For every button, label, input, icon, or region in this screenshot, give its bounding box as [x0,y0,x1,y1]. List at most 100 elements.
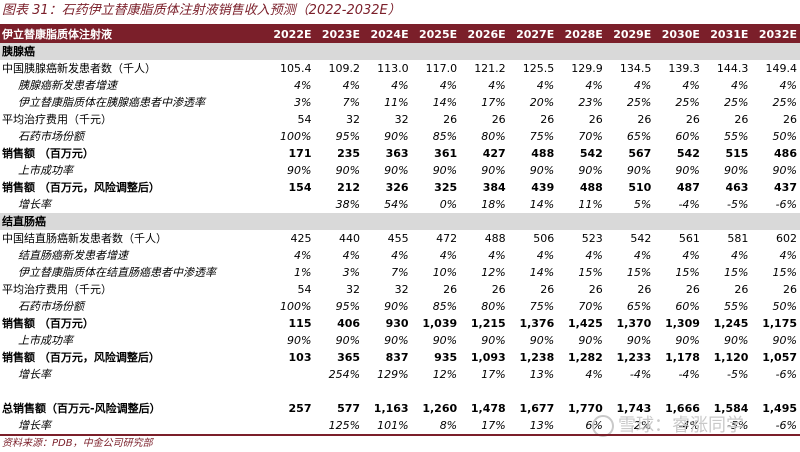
value-cell: 542 [579,147,603,160]
value-cell: 3% [294,96,312,109]
value-cell: 90% [772,164,797,177]
value-cell: 542 [676,147,700,160]
total-rows: 总销售额（百万元-风险调整后） 257 577 1,163 1,260 1,478 1,67… [0,400,800,434]
value-cell: 602 [776,232,797,245]
value-cell: 25% [626,96,652,109]
value-cell: 15% [578,266,603,279]
value-cell: 4% [730,249,749,262]
table-row: 上市成功率 90% 90% 90% 90% 90% 90% 90% 90% 90% 90% 90% [0,162,800,179]
value-cell: 4% [294,79,312,92]
row-label: 中国结直肠癌新发患者数（千人） [2,232,167,245]
value-cell: 542 [630,232,652,245]
value-cell: 26 [734,283,749,296]
table-row: 胰腺癌新发患者增速 4% 4% 4% 4% 4% 4% 4% 4% 4% 4% 4% [0,77,800,94]
table-row: 伊立替康脂质体在胰腺癌患者中渗透率 3% 7% 11% 14% 17% 20% 23% 25% 2… [0,94,800,111]
value-cell: 149.4 [765,62,798,75]
value-cell: 463 [725,181,749,194]
value-cell: 38% [335,198,361,211]
value-cell: 4% [779,249,797,262]
value-cell: 90% [481,164,506,177]
table-row: 平均治疗费用（千元） 54 32 32 26 26 26 26 26 26 26 26 [0,111,800,128]
row-label: 销售额 （百万元） [2,317,94,330]
value-cell: 1,743 [616,402,652,415]
row-label: 石药市场份额 [18,130,84,143]
value-cell: 488 [531,147,555,160]
year-header: 2024E [363,26,412,43]
value-cell: 384 [482,181,506,194]
value-cell: 7% [391,266,409,279]
value-cell: 90% [626,164,652,177]
value-cell: 15% [675,266,700,279]
value-cell: 365 [337,351,361,364]
section-label: 结直肠癌 [0,213,800,230]
value-cell: 1,425 [567,317,603,330]
value-cell: -2% [629,419,652,432]
value-cell [266,417,315,434]
value-cell: 13% [529,368,555,381]
value-cell: 4% [488,79,506,92]
value-cell: -6% [775,419,797,432]
value-cell: 70% [578,300,603,313]
value-cell: 25% [723,96,749,109]
value-cell: 75% [529,300,555,313]
value-cell: 1,175 [762,317,797,330]
row-label: 平均治疗费用（千元） [2,283,112,296]
value-cell: 1,478 [470,402,506,415]
value-cell: 20% [529,96,555,109]
value-cell: 32 [346,283,361,296]
value-cell: 0% [439,198,458,211]
value-cell: 90% [384,300,409,313]
value-cell: 129% [377,368,409,381]
value-cell: 4% [779,79,797,92]
row-label: 上市成功率 [18,164,73,177]
value-cell: 95% [335,130,361,143]
value-cell: 4% [633,249,652,262]
value-cell: 26 [588,283,603,296]
value-cell: 90% [432,334,458,347]
table-row: 上市成功率 90% 90% 90% 90% 90% 90% 90% 90% 90% 90% 90% [0,332,800,349]
value-cell: 488 [579,181,603,194]
value-cell: 4% [633,79,652,92]
value-cell: 90% [384,130,409,143]
value-cell: 90% [335,334,361,347]
value-cell: -4% [629,368,652,381]
year-header: 2032E [751,26,800,43]
value-cell: 32 [346,113,361,126]
header-label: 伊立替康脂质体注射液 [0,26,266,43]
value-cell: 90% [723,334,749,347]
value-cell: 26 [588,113,603,126]
value-cell: 12% [432,368,458,381]
value-cell: 523 [581,232,603,245]
value-cell: 561 [678,232,700,245]
value-cell: 70% [578,130,603,143]
value-cell: 837 [385,351,409,364]
value-cell: 54 [297,113,312,126]
year-header: 2029E [605,26,655,43]
value-cell: 90% [481,334,506,347]
year-header: 2031E [702,26,752,43]
value-cell: 80% [481,130,506,143]
table-row: 石药市场份额 100% 95% 90% 85% 80% 75% 70% 65% 60% 55% 50% [0,298,800,315]
value-cell [266,196,315,213]
value-cell: 90% [529,334,555,347]
table-row: 结直肠癌新发患者增速 4% 4% 4% 4% 4% 4% 4% 4% 4% 4% 4% [0,247,800,264]
value-cell: 406 [337,317,361,330]
value-cell: 26 [491,113,506,126]
value-cell: 90% [723,164,749,177]
row-label: 销售额 （百万元，风险调整后） [2,351,160,364]
table-row: 增长率 38% 54% 0% 18% 14% 11% 5% -4% -5% -6% [0,196,800,213]
value-cell: 1,039 [422,317,458,330]
value-cell: 90% [287,164,312,177]
value-cell: 235 [337,147,361,160]
value-cell: 1,376 [519,317,555,330]
value-cell: 121.2 [474,62,506,75]
value-cell: 95% [335,300,361,313]
value-cell: 440 [339,232,361,245]
value-cell: 115 [288,317,312,330]
value-cell: -4% [678,368,700,381]
value-cell: 75% [529,130,555,143]
value-cell: 60% [675,130,700,143]
value-cell: 55% [723,130,749,143]
colorectal-rows: 中国结直肠癌新发患者数（千人） 425 440 455 472 488 506 523 542 5… [0,230,800,383]
value-cell: 10% [432,266,458,279]
